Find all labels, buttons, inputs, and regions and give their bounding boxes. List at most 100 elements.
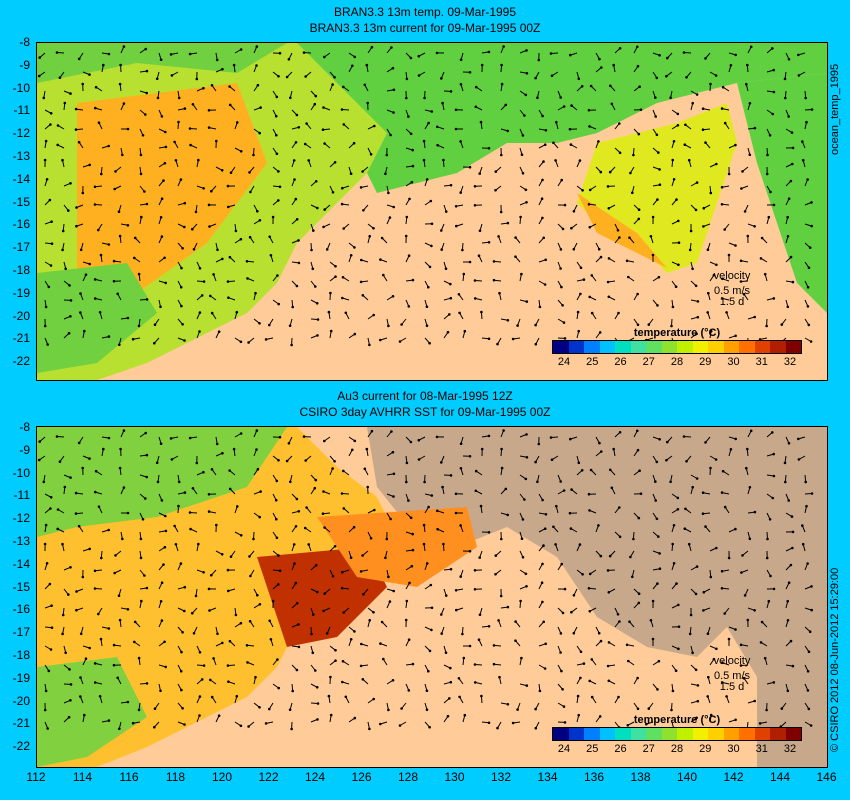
- current-arrow-head: [808, 246, 812, 249]
- current-arrow-head: [597, 140, 600, 143]
- current-arrow-head: [373, 508, 376, 512]
- current-arrow-head: [245, 644, 249, 647]
- current-arrow-head: [88, 457, 91, 460]
- current-arrow-head: [525, 456, 529, 459]
- current-arrow-head: [55, 435, 59, 438]
- current-arrow-head: [487, 147, 491, 150]
- current-arrow-head: [787, 581, 791, 584]
- current-arrow-head: [177, 480, 181, 484]
- current-arrow-head: [228, 85, 231, 88]
- current-arrow-head: [651, 215, 655, 219]
- current-arrow-head: [215, 58, 219, 62]
- current-arrow-head: [694, 668, 698, 672]
- current-arrow-head: [227, 589, 230, 593]
- current-arrow-head: [455, 608, 458, 612]
- current-arrow-head: [385, 153, 389, 157]
- current-arrow-head: [672, 562, 676, 565]
- current-arrow-head: [658, 168, 661, 171]
- current-arrow-head: [50, 242, 54, 245]
- current-arrow-head: [228, 103, 232, 107]
- current-arrow-head: [560, 562, 563, 566]
- current-arrow-head: [139, 153, 143, 157]
- current-arrow-head: [677, 219, 680, 223]
- current-arrow-head: [314, 285, 317, 288]
- current-arrow-head: [210, 695, 214, 699]
- current-arrow-head: [384, 172, 387, 176]
- current-arrow-head: [791, 280, 795, 284]
- current-arrow-head: [137, 708, 141, 712]
- current-arrow-head: [559, 651, 562, 654]
- current-arrow-head: [771, 496, 774, 500]
- current-arrow-head: [58, 76, 62, 79]
- current-arrow-head: [239, 48, 243, 51]
- warm-pool-region: [77, 83, 267, 313]
- current-arrow-head: [771, 47, 774, 50]
- current-arrow-head: [180, 650, 183, 654]
- velocity-key-bottom: velocity 0.5 m/s 1.5 d: [697, 656, 767, 693]
- current-arrow-head: [83, 329, 86, 333]
- current-arrow-head: [440, 77, 443, 80]
- current-arrow-head: [521, 134, 525, 137]
- current-arrow-head: [247, 725, 250, 728]
- current-arrow-head: [392, 205, 396, 209]
- current-arrow-head: [500, 63, 503, 67]
- current-arrow-head: [787, 197, 791, 200]
- current-arrow-head: [607, 295, 611, 299]
- current-arrow-head: [122, 45, 126, 48]
- current-arrow-head: [46, 343, 49, 346]
- current-arrow-head: [607, 679, 611, 683]
- current-arrow-head: [217, 330, 221, 334]
- current-arrow-head: [177, 120, 180, 124]
- current-arrow-head: [729, 64, 733, 67]
- current-arrow-head: [407, 305, 411, 308]
- current-arrow-head: [449, 183, 453, 187]
- current-arrow-head: [163, 640, 166, 644]
- current-arrow-head: [473, 185, 477, 188]
- current-arrow-head: [706, 248, 710, 251]
- current-arrow-head: [209, 678, 212, 682]
- current-arrow-head: [787, 499, 790, 502]
- latitude-tick-label: -18: [12, 648, 30, 662]
- current-arrow-head: [369, 153, 373, 156]
- current-arrow-head: [202, 86, 205, 90]
- current-arrow-head: [654, 480, 657, 483]
- current-arrow-head: [302, 435, 306, 438]
- current-arrows-bottom: [37, 429, 814, 731]
- current-arrow-head: [79, 248, 83, 252]
- current-arrow-head: [631, 191, 634, 195]
- current-arrow-head: [259, 490, 262, 493]
- current-arrow-head: [677, 603, 680, 607]
- current-arrow-head: [625, 643, 629, 647]
- current-arrow-head: [487, 337, 491, 341]
- current-arrow-head: [334, 275, 337, 278]
- current-arrow-head: [180, 266, 183, 270]
- latitude-tick-label: -13: [12, 534, 30, 548]
- current-arrow-head: [131, 721, 135, 725]
- current-arrow-head: [745, 82, 748, 86]
- current-arrow-head: [116, 292, 119, 296]
- top-map-panel: [36, 42, 828, 381]
- current-arrow-head: [58, 460, 62, 463]
- current-arrow-head: [720, 569, 724, 573]
- current-arrow-head: [384, 556, 387, 560]
- current-arrow-head: [525, 201, 528, 204]
- current-arrow-head: [487, 625, 491, 628]
- current-arrow-head: [577, 329, 580, 333]
- current-arrow-head: [753, 699, 756, 703]
- current-arrow-head: [695, 477, 699, 480]
- current-arrow-head: [69, 182, 72, 185]
- current-arrow-head: [473, 681, 477, 684]
- current-arrow-head: [75, 206, 78, 209]
- current-arrow-head: [295, 113, 299, 117]
- colorbar-tick-label: 29: [699, 356, 712, 368]
- current-arrow-head: [351, 448, 354, 452]
- current-arrow-head: [789, 639, 793, 643]
- current-arrow-head: [541, 216, 544, 220]
- current-arrow-head: [221, 67, 224, 71]
- current-arrow-head: [423, 96, 426, 100]
- colorbar-swatch: [770, 341, 786, 353]
- current-arrow-head: [370, 429, 374, 433]
- current-arrow-head: [183, 225, 186, 229]
- current-arrow-head: [790, 131, 794, 134]
- colorbar-swatch: [646, 341, 662, 353]
